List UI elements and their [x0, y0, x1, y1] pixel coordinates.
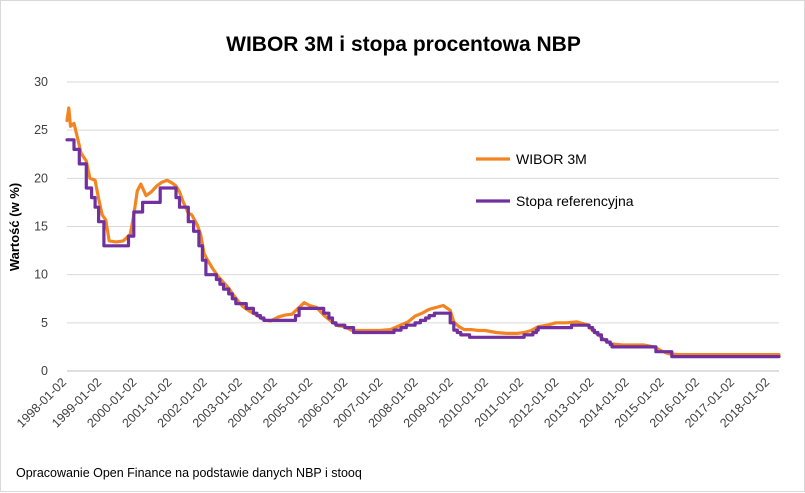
series-lines: [65, 106, 781, 359]
series-line-stopa-referencyjna: [65, 138, 781, 359]
y-tick-label: 10: [34, 268, 48, 282]
y-tick-label: 25: [34, 123, 48, 137]
legend-label: Stopa referencyjna: [516, 193, 634, 209]
gridlines: [67, 81, 779, 372]
series-line-wibor-3m: [65, 106, 781, 357]
y-tick-labels: 0 5 10 15 20 25 30: [34, 75, 48, 378]
legend: WIBOR 3M Stopa referencyjna: [476, 151, 634, 209]
legend-label: WIBOR 3M: [516, 151, 587, 167]
source-note: Opracowanie Open Finance na podstawie da…: [16, 466, 362, 480]
y-tick-label: 20: [34, 171, 48, 185]
chart-title: WIBOR 3M i stopa procentowa NBP: [226, 33, 581, 56]
y-axis-title: Wartość (w %): [7, 183, 22, 271]
x-tick-labels: 1998-01-021999-01-022000-01-022001-01-02…: [14, 375, 772, 430]
y-tick-label: 30: [34, 75, 48, 89]
y-tick-label: 5: [41, 316, 48, 330]
y-tick-label: 15: [34, 220, 48, 234]
y-tick-label: 0: [41, 364, 48, 378]
